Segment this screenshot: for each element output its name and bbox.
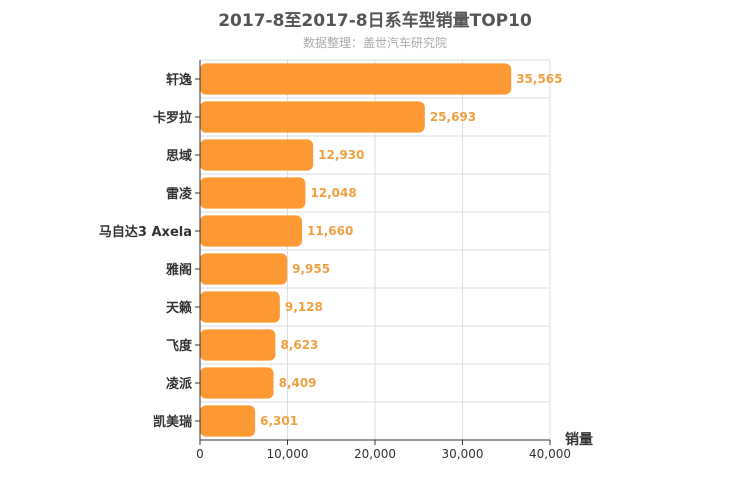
category-label: 雷凌: [166, 186, 193, 202]
chart-title: 2017-8至2017-8日系车型销量TOP10: [218, 11, 532, 31]
bar-3: [200, 177, 306, 209]
category-label: 飞度: [166, 338, 193, 354]
category-label: 卡罗拉: [153, 110, 192, 126]
value-label: 9,128: [285, 300, 323, 314]
value-label: 11,660: [307, 224, 353, 238]
category-label: 天籁: [166, 300, 192, 316]
bar-2: [200, 139, 314, 171]
category-label: 轩逸: [166, 72, 192, 88]
category-label: 凯美瑞: [153, 414, 192, 430]
x-tick-label: 10,000: [267, 447, 309, 461]
category-label: 思域: [166, 148, 192, 164]
x-tick-label: 40,000: [529, 447, 571, 461]
category-label: 马自达3 Axela: [99, 224, 192, 240]
x-tick-label: 20,000: [354, 447, 396, 461]
value-label: 25,693: [430, 110, 476, 124]
x-axis-label: 销量: [565, 431, 593, 448]
chart-subtitle: 数据整理：盖世汽车研究院: [302, 36, 447, 50]
bar-7: [200, 329, 276, 361]
value-label: 35,565: [516, 72, 562, 86]
bar-9: [200, 405, 256, 437]
bar-6: [200, 291, 280, 323]
value-label: 12,048: [310, 186, 356, 200]
value-label: 12,930: [318, 148, 364, 162]
value-label: 8,409: [279, 376, 317, 390]
x-tick-label: 30,000: [442, 447, 484, 461]
value-label: 6,301: [260, 414, 298, 428]
bar-8: [200, 367, 274, 399]
category-label: 雅阁: [166, 262, 192, 278]
category-label: 凌派: [166, 376, 193, 392]
bar-5: [200, 253, 288, 285]
value-label: 9,955: [292, 262, 330, 276]
value-label: 8,623: [280, 338, 318, 352]
bar-1: [200, 101, 425, 133]
bar-4: [200, 215, 303, 247]
bars: 35,565 25,693 12,930 12,048 11,660 9,955 9,128…: [200, 63, 563, 437]
x-tick-label: 0: [196, 447, 204, 461]
bar-0: [200, 63, 512, 95]
